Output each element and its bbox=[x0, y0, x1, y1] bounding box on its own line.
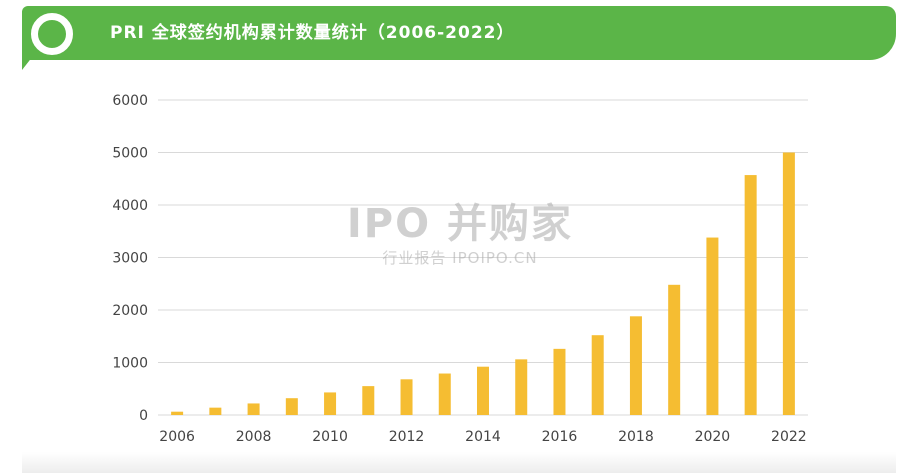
bar-2006 bbox=[171, 411, 184, 415]
title-banner bbox=[22, 6, 896, 60]
x-tick-label: 2008 bbox=[236, 429, 272, 445]
x-tick-label: 2020 bbox=[695, 429, 731, 445]
bar-2012 bbox=[400, 379, 413, 415]
bar-2021 bbox=[744, 175, 757, 415]
y-tick-label: 1000 bbox=[112, 356, 148, 372]
y-tick-label: 5000 bbox=[112, 146, 148, 162]
x-tick-label: 2010 bbox=[312, 429, 348, 445]
y-tick-label: 3000 bbox=[112, 251, 148, 267]
x-tick-label: 2022 bbox=[771, 429, 807, 445]
bar-2017 bbox=[591, 335, 604, 415]
y-tick-label: 0 bbox=[139, 408, 148, 424]
y-tick-label: 2000 bbox=[112, 303, 148, 319]
bar-2022 bbox=[782, 152, 795, 415]
bar-2018 bbox=[629, 316, 642, 415]
bar-2009 bbox=[285, 398, 298, 415]
bar-2015 bbox=[515, 359, 528, 415]
bottom-fade bbox=[22, 452, 896, 473]
y-tick-label: 4000 bbox=[112, 198, 148, 214]
x-tick-label: 2012 bbox=[389, 429, 425, 445]
ring-icon bbox=[31, 13, 73, 55]
bar-2019 bbox=[668, 284, 681, 415]
bar-2020 bbox=[706, 237, 719, 415]
x-tick-label: 2006 bbox=[159, 429, 195, 445]
y-tick-label: 6000 bbox=[112, 93, 148, 109]
x-tick-label: 2016 bbox=[542, 429, 578, 445]
bar-2014 bbox=[477, 366, 489, 415]
bar-2007 bbox=[209, 407, 222, 415]
bar-2016 bbox=[553, 348, 566, 415]
bar-2011 bbox=[362, 386, 375, 415]
x-tick-label: 2014 bbox=[465, 429, 501, 445]
chart-title: PRI 全球签约机构累计数量统计（2006-2022） bbox=[110, 23, 515, 43]
x-tick-label: 2018 bbox=[618, 429, 654, 445]
bar-2008 bbox=[247, 403, 260, 415]
bar-2013 bbox=[438, 373, 451, 415]
bar-2010 bbox=[324, 392, 337, 415]
